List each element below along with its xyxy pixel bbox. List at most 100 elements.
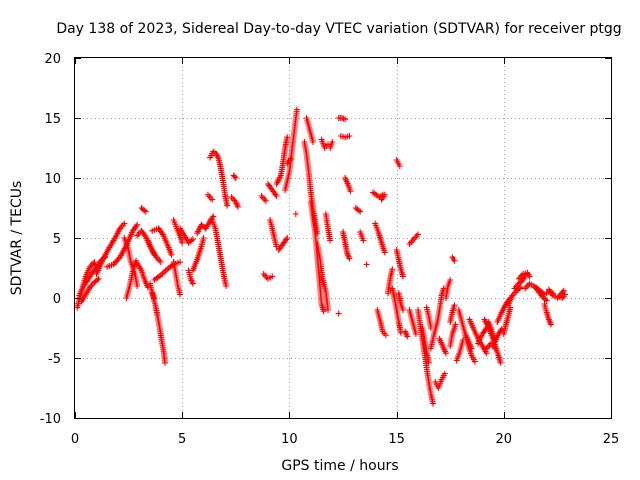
data-series	[74, 106, 568, 407]
y-tick-label: -10	[40, 412, 61, 427]
data-point	[347, 188, 354, 195]
data-point	[162, 359, 169, 366]
data-point	[468, 345, 475, 352]
data-point	[273, 193, 280, 199]
data-point	[471, 358, 478, 365]
data-point	[320, 308, 327, 315]
data-point	[441, 370, 448, 377]
data-point	[452, 321, 459, 328]
data-point	[179, 239, 186, 246]
data-point	[396, 163, 403, 169]
data-point	[284, 235, 291, 241]
data-point	[561, 291, 568, 298]
data-point	[560, 287, 567, 294]
data-point	[142, 208, 149, 215]
y-tick-labels: -10 -5 0 5 10 15 20	[40, 52, 61, 427]
data-point	[400, 307, 407, 313]
data-point	[327, 237, 334, 244]
data-point	[451, 302, 458, 309]
data-point	[430, 400, 437, 407]
data-point	[363, 261, 370, 268]
y-axis-label: SDTVAR / TECUs	[9, 181, 25, 296]
data-point	[200, 235, 207, 241]
data-point	[400, 273, 407, 280]
data-point	[115, 255, 122, 262]
data-point	[157, 259, 164, 265]
data-point	[269, 273, 276, 280]
data-point	[451, 257, 458, 264]
data-point	[342, 116, 349, 123]
data-point	[223, 283, 230, 289]
y-tick-label: 15	[44, 112, 61, 127]
data-point	[94, 277, 101, 283]
x-tick-label: 10	[281, 432, 298, 447]
data-point	[346, 255, 353, 262]
grid-lines	[75, 58, 611, 418]
data-point	[335, 310, 342, 317]
data-point	[381, 191, 388, 198]
plot-frame	[74, 57, 612, 419]
x-tick-label: 15	[388, 432, 405, 447]
data-point	[447, 277, 454, 283]
y-tick-label: -5	[48, 352, 61, 367]
data-point	[224, 202, 231, 209]
data-point	[292, 211, 299, 217]
data-point	[234, 203, 241, 210]
data-point	[526, 273, 533, 280]
data-point	[110, 261, 117, 268]
data-point	[357, 208, 364, 215]
data-point	[389, 266, 396, 273]
y-tick-label: 10	[44, 172, 61, 187]
data-point	[111, 259, 118, 266]
data-point	[232, 175, 239, 181]
data-point	[412, 331, 419, 337]
data-point	[442, 350, 449, 357]
data-point	[397, 329, 404, 336]
x-tick-label: 20	[496, 432, 513, 447]
data-point	[177, 259, 184, 265]
data-point	[516, 285, 523, 292]
x-axis-label: GPS time / hours	[281, 458, 398, 474]
data-point	[542, 296, 549, 303]
data-point	[189, 236, 196, 243]
data-point	[324, 307, 331, 313]
data-point	[543, 297, 550, 304]
y-tick-label: 5	[53, 232, 61, 247]
data-point	[382, 332, 389, 339]
data-point	[309, 139, 316, 145]
data-point	[284, 134, 291, 141]
data-point	[498, 326, 505, 333]
data-point	[168, 251, 175, 258]
data-point	[287, 155, 294, 162]
data-point	[134, 221, 141, 228]
data-point	[425, 359, 432, 366]
data-point	[114, 257, 121, 264]
data-point	[355, 207, 362, 214]
data-point	[209, 196, 216, 203]
y-tick-label: 20	[44, 52, 61, 67]
data-point	[262, 197, 269, 204]
data-point	[95, 275, 102, 282]
data-point	[360, 237, 367, 244]
data-point	[273, 243, 280, 250]
data-point	[113, 258, 120, 265]
data-point	[293, 106, 300, 113]
data-point	[497, 359, 504, 366]
x-tick-label: 5	[178, 432, 186, 447]
chart-title: Day 138 of 2023, Sidereal Day-to-day VTE…	[56, 21, 621, 37]
data-point	[177, 291, 184, 298]
data-point	[547, 321, 554, 328]
x-tick-labels: 0 5 10 15 20 25	[71, 432, 619, 447]
data-point	[517, 284, 524, 291]
y-tick-label: 0	[53, 292, 61, 307]
data-point	[346, 133, 353, 139]
data-point	[141, 207, 148, 214]
data-point	[134, 283, 141, 289]
data-point	[415, 231, 422, 238]
data-point	[231, 173, 238, 180]
data-point	[404, 333, 411, 340]
data-point	[189, 280, 196, 287]
data-point	[492, 345, 499, 352]
data-point	[210, 213, 217, 220]
